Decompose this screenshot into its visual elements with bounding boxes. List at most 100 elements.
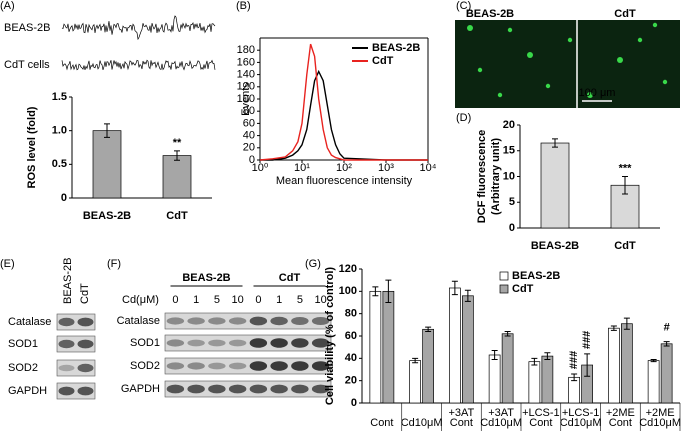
dose-label: 0: [255, 294, 261, 306]
blot-row-label: SOD2: [8, 362, 38, 374]
legend-swatch: [499, 284, 509, 294]
y-tick-label: 20: [503, 119, 515, 131]
blot-band: [291, 384, 309, 394]
blot-band: [291, 317, 309, 325]
error-bar: [622, 176, 628, 195]
trace-label: CdT cells: [4, 59, 50, 71]
blot-band: [228, 362, 247, 370]
panel-label: (B): [236, 0, 251, 12]
error-bar: [584, 353, 591, 377]
error-bar: [623, 317, 630, 330]
blot-band: [291, 361, 309, 371]
x-tick-label: +2ME: [606, 407, 635, 419]
y-tick-label: 1.0: [52, 125, 67, 137]
bar: [647, 360, 660, 404]
blot-band: [270, 384, 288, 394]
bar: [422, 328, 434, 404]
legend-swatch: [499, 271, 509, 281]
bar: [92, 130, 122, 199]
error-bar: [464, 289, 471, 302]
y-tick-label: 0: [351, 397, 357, 409]
dose-label: 1: [276, 294, 282, 306]
series-line: [259, 43, 428, 161]
y-tick-label: 180: [237, 44, 255, 56]
y-axis-label: ROS level (fold): [26, 106, 38, 188]
blot-band: [291, 338, 309, 348]
error-bar: [552, 138, 558, 148]
blot-band: [270, 338, 288, 348]
blot-band: [77, 363, 94, 373]
y-tick-label: 0: [249, 154, 255, 166]
cell: [467, 25, 473, 31]
legend-label: CdT: [372, 55, 394, 67]
x-tick-label: Cd10μM: [480, 417, 522, 429]
dose-label: 0: [172, 294, 178, 306]
scale-bar-label: 100 μm: [579, 87, 616, 99]
x-tick-label: 10⁴: [420, 162, 437, 174]
x-tick-label: 10¹: [294, 162, 310, 174]
blot: [164, 334, 332, 352]
cell: [497, 92, 503, 98]
y-tick-label: 160: [237, 56, 255, 68]
blot-band: [58, 317, 75, 327]
error-bar: [571, 373, 578, 382]
blot-band: [166, 339, 185, 347]
y-tick-label: 1.5: [52, 91, 67, 103]
error-bar: [650, 358, 657, 363]
y-tick-label: 15: [503, 145, 515, 157]
x-tick-label: CdT: [614, 240, 636, 252]
x-tick-label: 10²: [336, 162, 352, 174]
blot-band: [58, 339, 75, 349]
x-tick-label: Cont: [609, 417, 632, 429]
blot-row-label: Catalase: [8, 316, 51, 328]
x-tick-label: Cd10μM: [560, 417, 602, 429]
bar: [660, 343, 673, 404]
x-tick-label: +LCS-1: [522, 407, 560, 419]
bar: [608, 327, 620, 404]
error-bar: [425, 326, 432, 333]
blot-band: [249, 384, 268, 394]
cell: [587, 92, 593, 98]
blot-band: [58, 386, 75, 396]
blot-band: [208, 384, 226, 394]
blot-row-label: SOD2: [130, 360, 160, 372]
blot-group-label: BEAS-2B: [182, 272, 230, 284]
significance: ###: [581, 331, 593, 349]
y-axis-label: DCF fluorescence: [476, 130, 488, 224]
error-bar: [451, 280, 458, 296]
blot-band: [311, 338, 330, 348]
error-bar: [544, 352, 551, 360]
error-bar: [174, 150, 180, 161]
blot-band: [187, 362, 205, 370]
blot-band: [77, 339, 94, 349]
blot-band: [208, 317, 226, 325]
y-tick-label: 0.5: [52, 158, 67, 170]
error-bar: [504, 331, 511, 337]
x-tick-label: CdT: [166, 210, 188, 222]
error-bar: [610, 325, 617, 331]
y-tick-label: 100: [237, 93, 255, 105]
dose-label: 5: [297, 294, 303, 306]
cell: [477, 67, 483, 73]
blot-group-label: CdT: [279, 272, 301, 284]
blot-band: [228, 384, 247, 394]
blot-row-label: Catalase: [117, 315, 160, 327]
blot: [164, 380, 332, 398]
blot-column-label: CdT: [79, 283, 91, 304]
panel-label: (E): [0, 258, 15, 270]
error-bar: [491, 350, 498, 360]
panel-label: (A): [0, 0, 15, 12]
blot-band: [166, 317, 185, 325]
blot-band: [311, 384, 330, 394]
y-tick-label: 140: [237, 69, 255, 81]
y-tick-label: 60: [243, 117, 255, 129]
error-bar: [385, 279, 392, 303]
blot-band: [228, 317, 247, 325]
significance: #: [664, 321, 670, 333]
x-tick-label: Cont: [370, 417, 393, 429]
x-tick-label: 10⁰: [252, 162, 269, 174]
significance: ***: [619, 162, 633, 174]
error-bar: [104, 123, 110, 138]
x-axis-label: Mean fluorescence intensity: [276, 175, 413, 187]
blot: [164, 312, 332, 330]
